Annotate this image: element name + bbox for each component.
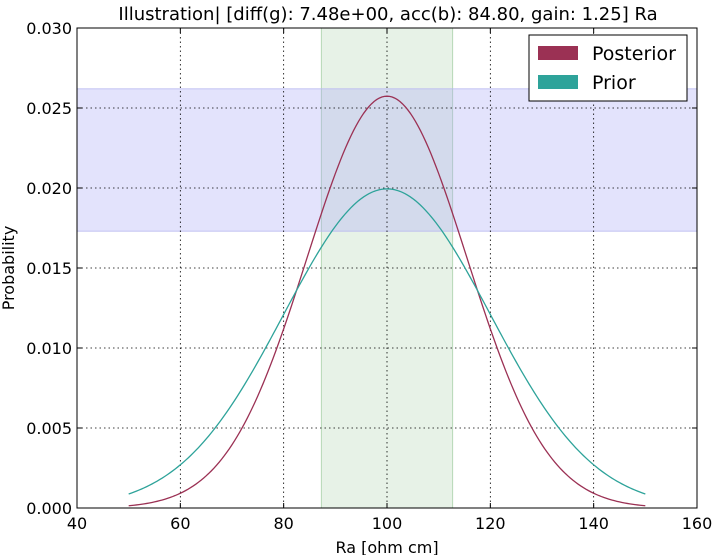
y-tick-label: 0.000 [26, 499, 72, 518]
x-tick-label: 160 [682, 514, 713, 533]
legend: Posterior Prior [528, 34, 688, 102]
x-tick-label: 40 [67, 514, 87, 533]
grid-layer [77, 28, 697, 508]
y-tick-label: 0.005 [26, 419, 72, 438]
chart-title: Illustration| [diff(g): 7.48e+00, acc(b)… [118, 4, 657, 25]
series-line-prior [128, 188, 646, 495]
series-layer [128, 95, 646, 507]
x-tick-label: 80 [273, 514, 293, 533]
y-tick-label: 0.015 [26, 259, 72, 278]
y-tick-label: 0.010 [26, 339, 72, 358]
legend-label-posterior: Posterior [592, 43, 676, 65]
tick-labels-layer: 40 60 80 100 120 140 160 0.000 0.005 0.010 0.015 0.… [26, 19, 712, 533]
y-axis-label: Probability [0, 226, 18, 311]
legend-label-prior: Prior [592, 72, 636, 94]
x-tick-label: 100 [372, 514, 403, 533]
y-tick-label: 0.020 [26, 179, 72, 198]
x-axis-label: Ra [ohm cm] [335, 538, 438, 555]
y-tick-label: 0.025 [26, 99, 72, 118]
x-tick-label: 60 [170, 514, 190, 533]
x-tick-label: 120 [475, 514, 506, 533]
legend-swatch-prior [538, 75, 578, 89]
legend-swatch-posterior [538, 46, 578, 60]
series-line-posterior [128, 95, 646, 507]
y-tick-label: 0.030 [26, 19, 72, 38]
ticks-layer [76, 27, 698, 509]
x-tick-label: 140 [578, 514, 609, 533]
